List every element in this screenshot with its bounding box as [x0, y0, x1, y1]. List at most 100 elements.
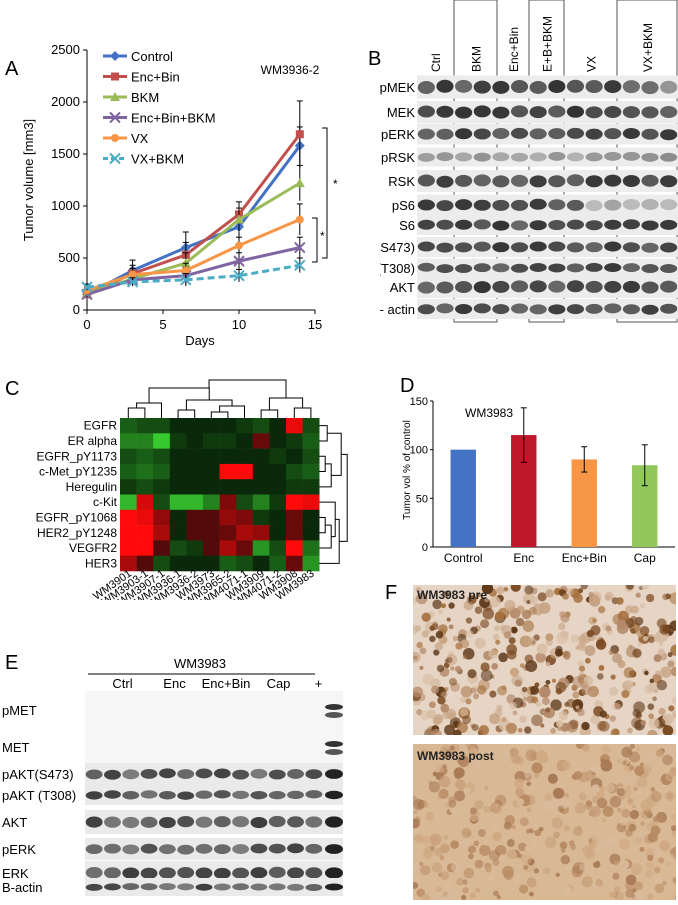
blot-band: [417, 304, 435, 315]
cell: [439, 870, 450, 881]
cell: [419, 861, 424, 866]
cell: [430, 728, 442, 735]
blot-band: [641, 304, 659, 315]
heatmap-cell: [236, 418, 254, 434]
cell: [634, 881, 643, 891]
cell: [420, 710, 431, 721]
cell: [586, 629, 595, 638]
heatmap-cell: [219, 494, 237, 511]
heatmap-cell: [302, 555, 320, 572]
blot-e-row-label: AKT: [2, 815, 27, 830]
blot-band: [622, 263, 640, 273]
cell: [442, 891, 449, 898]
heatmap-cell: [302, 448, 320, 465]
x-tick-label: 10: [232, 317, 246, 332]
cell: [596, 790, 605, 800]
panel-b-western-blot: Ctrl BKM Enc+Bin E+B+BKM VX VX+BKM pMEK MEK pERK…: [343, 0, 678, 330]
cell: [662, 725, 674, 735]
cell: [443, 686, 449, 692]
cell: [668, 705, 675, 712]
y-tick-label: 0: [422, 542, 428, 554]
cell: [448, 677, 457, 686]
cell: [463, 867, 475, 879]
cell: [448, 799, 457, 808]
blot-band: [325, 844, 343, 854]
cell: [444, 658, 449, 664]
heatmap-cell: [269, 555, 287, 572]
ihc-post-label: WM3983 post: [417, 749, 494, 763]
heatmap-cell: [203, 494, 220, 511]
cell: [545, 661, 551, 667]
heatmap-cell: [286, 463, 303, 480]
cell: [650, 790, 662, 802]
blot-band: [492, 199, 510, 211]
cell: [512, 710, 518, 716]
blot-band: [122, 791, 140, 800]
ihc-post-texture: [413, 744, 676, 900]
heatmap-cell: [252, 463, 270, 480]
blot-band: [177, 816, 195, 828]
cell: [492, 890, 500, 897]
data-point: [180, 274, 192, 286]
cell: [669, 620, 676, 631]
heatmap-cell: [153, 494, 171, 511]
blot-band: [566, 242, 585, 253]
cell: [640, 762, 645, 767]
heatmap-cell: [236, 463, 254, 480]
blot-band: [195, 790, 213, 799]
blot-e-group-label: Enc+Bin: [202, 676, 251, 691]
cell: [421, 893, 431, 900]
cell: [503, 835, 510, 841]
heatmap-cell: [136, 448, 154, 465]
blot-band: [268, 843, 286, 854]
cell: [441, 710, 451, 720]
cell: [443, 834, 449, 841]
significance-bracket-1: [322, 127, 328, 259]
blot-band: [641, 174, 659, 187]
cell: [555, 872, 560, 877]
dendrogram-branch: [327, 432, 342, 476]
cell: [672, 894, 676, 899]
blot-band: [529, 198, 547, 210]
cell: [469, 812, 479, 822]
cell: [575, 705, 580, 710]
y-tick-label: 1500: [51, 146, 80, 161]
legend-label: VX: [131, 131, 149, 146]
cell: [616, 622, 629, 635]
cell: [560, 847, 566, 853]
blot-band: [660, 129, 678, 141]
blot-band: [232, 769, 250, 780]
heatmap-cell: [236, 479, 254, 495]
cell: [440, 691, 448, 699]
dendrogram-branch: [148, 387, 210, 403]
blot-band: [473, 263, 491, 273]
blot-band: [529, 152, 547, 162]
cell: [654, 635, 661, 642]
cell: [454, 773, 461, 780]
cell: [435, 630, 444, 639]
cell: [503, 587, 509, 592]
dendrogram-branch: [319, 455, 326, 473]
blot-band: [436, 219, 454, 230]
cell: [462, 715, 472, 725]
cell: [489, 690, 497, 698]
cell: [535, 701, 542, 707]
cell: [643, 764, 653, 774]
blot-band: [641, 128, 659, 140]
cell: [666, 792, 673, 800]
blot-e-row-label: B-actin: [2, 880, 42, 895]
cell: [503, 631, 512, 639]
cell: [624, 616, 629, 621]
cell: [421, 789, 427, 795]
cell: [640, 603, 646, 609]
cell: [653, 875, 664, 885]
heatmap-row-label: c-Met_pY1235: [39, 465, 117, 479]
blot-band: [529, 106, 547, 119]
blot-e-group-label: Cap: [267, 676, 291, 691]
cell: [656, 680, 668, 691]
heatmap-cell: [302, 525, 320, 541]
cell: [595, 878, 604, 887]
blot-band: [305, 867, 323, 879]
heatmap-cell: [136, 555, 154, 572]
cell: [545, 638, 553, 647]
